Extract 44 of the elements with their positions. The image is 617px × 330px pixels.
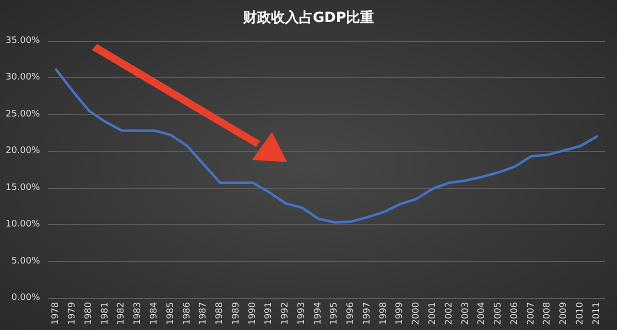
x-tick-label: 1996 <box>346 302 356 325</box>
x-tick-label: 1984 <box>149 302 160 325</box>
x-tick-label: 1995 <box>330 302 340 325</box>
x-tick-label: 1985 <box>166 302 176 325</box>
x-tick-label: 2009 <box>559 302 570 325</box>
x-tick-label: 1998 <box>378 302 389 325</box>
x-tick-label: 1986 <box>182 302 192 325</box>
x-tick-label: 1990 <box>248 302 258 325</box>
y-tick-label: 5.00% <box>11 256 40 266</box>
x-tick-label: 2005 <box>494 302 504 325</box>
x-tick-label: 1980 <box>84 302 94 325</box>
x-tick-label: 1978 <box>51 302 62 325</box>
x-tick-label: 2001 <box>428 302 438 325</box>
x-tick-label: 2004 <box>477 302 488 325</box>
x-tick-label: 1993 <box>296 302 307 325</box>
chart-title: 财政收入占GDP比重 <box>242 10 374 26</box>
y-tick-label: 35.00% <box>6 36 40 46</box>
x-tick-label: 1994 <box>313 302 324 325</box>
x-tick-label: 2007 <box>526 302 536 325</box>
x-tick-label: 2011 <box>592 302 602 325</box>
x-tick-label: 1997 <box>362 302 372 325</box>
x-tick-label: 2000 <box>412 302 422 325</box>
x-tick-label: 1981 <box>100 302 110 325</box>
x-tick-label: 1982 <box>116 302 127 325</box>
y-tick-label: 10.00% <box>6 220 40 230</box>
x-tick-label: 2008 <box>542 302 553 325</box>
x-tick-label: 1983 <box>133 302 144 325</box>
x-tick-label: 1992 <box>280 302 291 325</box>
x-tick-label: 1988 <box>215 302 226 325</box>
x-tick-label: 1989 <box>231 302 242 325</box>
y-tick-label: 25.00% <box>6 109 40 120</box>
x-tick-label: 1991 <box>264 302 274 325</box>
x-tick-label: 1999 <box>395 302 406 325</box>
x-tick-label: 2002 <box>444 302 454 325</box>
y-tick-label: 15.00% <box>6 182 40 193</box>
y-tick-label: 30.00% <box>6 72 40 83</box>
y-tick-label: 0.00% <box>11 293 40 303</box>
x-tick-label: 1987 <box>198 302 209 325</box>
x-tick-label: 2006 <box>510 302 520 325</box>
x-tick-label: 2003 <box>460 302 471 325</box>
y-tick-label: 20.00% <box>6 146 40 156</box>
line-series <box>54 68 598 224</box>
x-tick-label: 1979 <box>68 302 78 325</box>
x-tick-label: 2010 <box>575 302 586 325</box>
